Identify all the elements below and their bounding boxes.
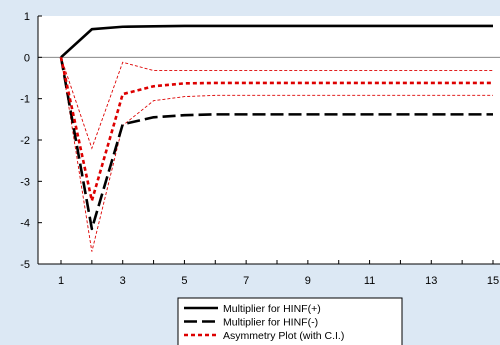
plot-area [38,16,500,264]
y-tick-label: -4 [20,218,30,230]
x-tick-label: 7 [243,275,249,287]
x-tick-label: 9 [305,275,311,287]
x-tick-label: 1 [58,275,64,287]
y-tick-label: -5 [20,259,30,271]
y-tick-label: 1 [24,11,30,23]
tick-labels: 10-1-2-3-4-51 3 5 7 9 11 13 15 [20,11,499,287]
x-tick-label: 13 [425,275,437,287]
y-tick-label: -2 [20,135,30,147]
legend-box [177,297,403,345]
legend: Multiplier for HINF(+) Multiplier for HIN… [177,297,403,345]
series-1-line [59,57,493,231]
series-0-line [60,24,493,59]
x-tick-label: 3 [120,275,126,287]
legend-label-2: Asymmetry Plot (with C.I.) [223,330,344,342]
series-lines [59,24,493,252]
legend-label-1: Multiplier for HINF(-) [223,317,318,329]
series-2-line [59,57,493,203]
y-tick-label: -3 [20,176,30,188]
x-tick-label: 5 [181,275,187,287]
x-tick-label: 15 [487,275,499,287]
series-2-ci-upper-line [60,57,493,150]
y-tick-label: 0 [24,52,30,64]
x-tick-label: 11 [364,275,375,287]
axes [37,15,500,265]
legend-label-0: Multiplier for HINF(+) [223,303,321,315]
y-tick-label: -1 [20,94,30,106]
